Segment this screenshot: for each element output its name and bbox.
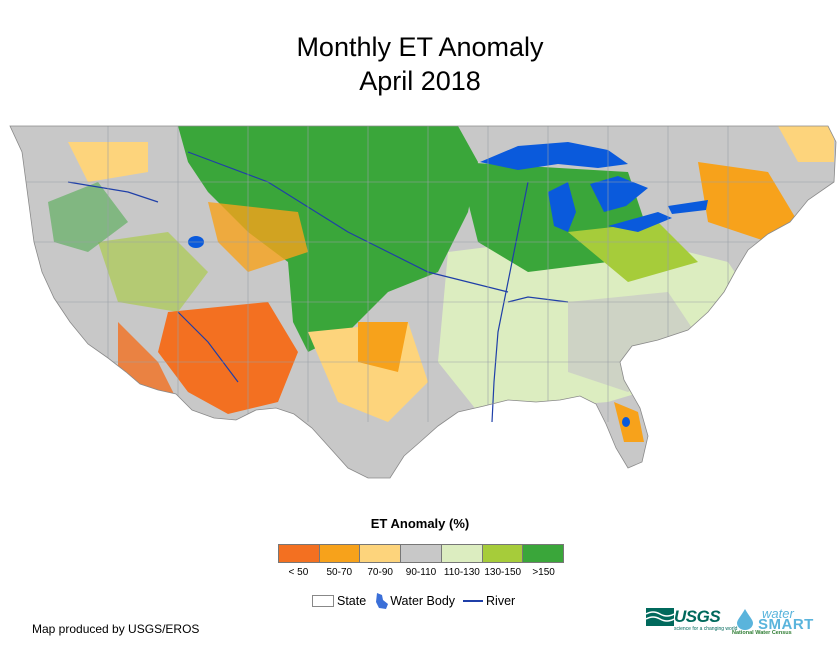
- legend-swatch: [481, 545, 523, 562]
- legend-swatch: [400, 545, 441, 562]
- legend-state: State: [312, 594, 366, 608]
- legend-title: ET Anomaly (%): [370, 516, 470, 531]
- legend-river: River: [463, 594, 515, 608]
- usgs-wordmark: USGS: [674, 607, 721, 626]
- missouri-river: [187, 151, 509, 293]
- northwest-green-patch: [98, 232, 208, 312]
- colorado-river: [177, 311, 239, 383]
- ohio-river: [507, 296, 569, 303]
- legend-state-label: State: [337, 594, 367, 608]
- lake-huron: [590, 176, 648, 212]
- lake-superior: [480, 142, 628, 170]
- river-line-icon: [463, 600, 484, 602]
- legend-class-label: 50-70: [326, 567, 353, 578]
- mississippi-river: [491, 181, 529, 423]
- legend-river-label: River: [486, 594, 516, 608]
- lake-ontario: [668, 200, 708, 214]
- legend-class-label: 90-110: [405, 567, 437, 578]
- watersmart-word-smart: SMART: [758, 616, 814, 633]
- title-line-1: Monthly ET Anomaly: [296, 32, 544, 62]
- legend-class-label: >150: [532, 567, 555, 578]
- water-bodies: [188, 142, 708, 427]
- water-drop-logo-icon: [737, 609, 753, 630]
- legend-water-body-label: Water Body: [390, 594, 456, 608]
- watersmart-logo: water SMART National Water Census: [728, 606, 818, 636]
- legend-class-label: 110-130: [443, 567, 480, 578]
- southwest-dry-region: [158, 302, 298, 414]
- lake-erie: [608, 212, 672, 232]
- legend-swatch: [522, 545, 564, 562]
- title-line-2: April 2018: [359, 66, 481, 96]
- legend-labels: < 50 50-70 70-90 90-110 110-130 130-150 >150: [278, 567, 564, 578]
- texas-panhandle-dry-patch: [358, 322, 408, 372]
- legend-color-bar: [278, 544, 564, 563]
- et-anomaly-map: [9, 125, 837, 479]
- northern-plains-high-region: [178, 126, 478, 352]
- usgs-wave-icon: [646, 608, 674, 626]
- map-title: Monthly ET Anomaly April 2018: [0, 30, 840, 98]
- watersmart-subtitle: National Water Census: [732, 630, 792, 636]
- legend-class-label: 70-90: [367, 567, 393, 578]
- legend-class-label: < 50: [288, 567, 309, 578]
- legend-swatch: [440, 545, 482, 562]
- lake-michigan: [548, 182, 576, 232]
- intermountain-dry-patch: [208, 202, 308, 272]
- columbia-river: [67, 181, 159, 203]
- symbol-legend: State Water Body River: [312, 592, 523, 610]
- usgs-tagline: science for a changing world: [674, 626, 738, 632]
- legend-swatch: [318, 545, 360, 562]
- legend-water-body: Water Body: [374, 592, 455, 610]
- legend-class-label: 130-150: [484, 567, 522, 578]
- watersmart-word-water: water: [762, 606, 794, 621]
- usgs-logo: USGS science for a changing world: [646, 608, 737, 632]
- state-swatch-icon: [312, 595, 334, 607]
- lake-okeechobee: [622, 417, 630, 427]
- credit-text: Map produced by USGS/EROS: [32, 622, 200, 636]
- water-drop-icon: [376, 593, 389, 609]
- rivers: [67, 151, 569, 423]
- legend-swatch: [279, 545, 319, 562]
- new-england-dry-strip: [778, 126, 834, 162]
- ohio-valley-region: [568, 222, 698, 282]
- legend-swatch: [359, 545, 401, 562]
